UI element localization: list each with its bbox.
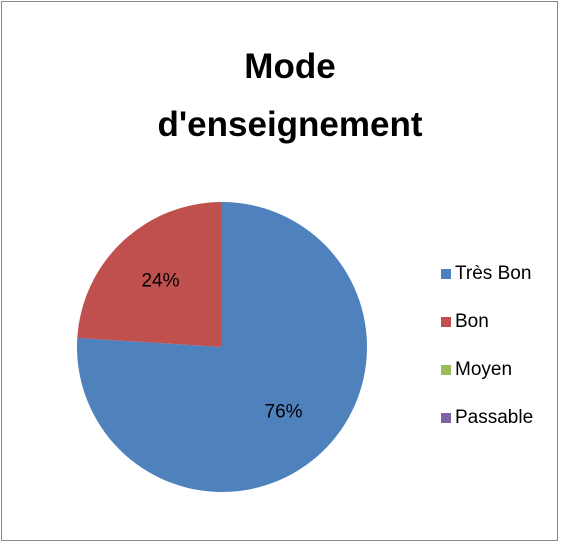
legend-swatch — [441, 317, 451, 327]
legend-label: Passable — [455, 407, 533, 428]
legend-swatch — [441, 365, 451, 375]
legend-label: Moyen — [455, 359, 512, 380]
pie-slice — [77, 202, 222, 347]
legend-swatch — [441, 269, 451, 279]
legend-label: Bon — [455, 311, 489, 332]
chart-title: Mode d'enseignement — [157, 47, 423, 144]
data-label: 24% — [141, 270, 179, 291]
legend-swatch — [441, 413, 451, 423]
data-label: 76% — [265, 402, 303, 423]
legend-label: Très Bon — [455, 263, 531, 284]
